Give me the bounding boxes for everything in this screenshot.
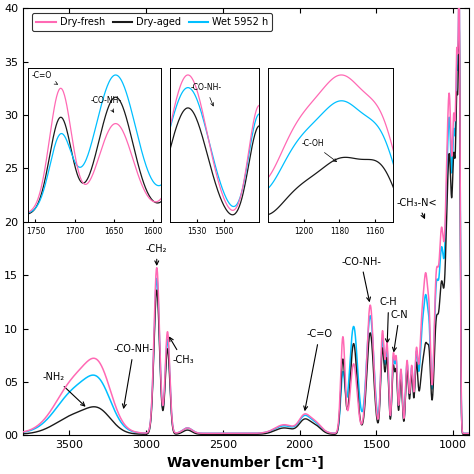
Legend: Dry-fresh, Dry-aged, Wet 5952 h: Dry-fresh, Dry-aged, Wet 5952 h <box>32 13 272 31</box>
Text: -CH₂: -CH₂ <box>146 244 167 265</box>
X-axis label: Wavenumber [cm⁻¹]: Wavenumber [cm⁻¹] <box>167 456 324 470</box>
Text: -C=O: -C=O <box>304 329 333 410</box>
Text: -CO-NH-: -CO-NH- <box>341 256 381 301</box>
Text: -CH₃: -CH₃ <box>170 337 194 365</box>
Text: -CO-NH-: -CO-NH- <box>114 344 154 408</box>
Text: C-H: C-H <box>380 297 398 343</box>
Text: -NH₂: -NH₂ <box>43 372 85 406</box>
Text: -CH₃-N<: -CH₃-N< <box>397 198 438 218</box>
Text: C-N: C-N <box>391 310 408 351</box>
